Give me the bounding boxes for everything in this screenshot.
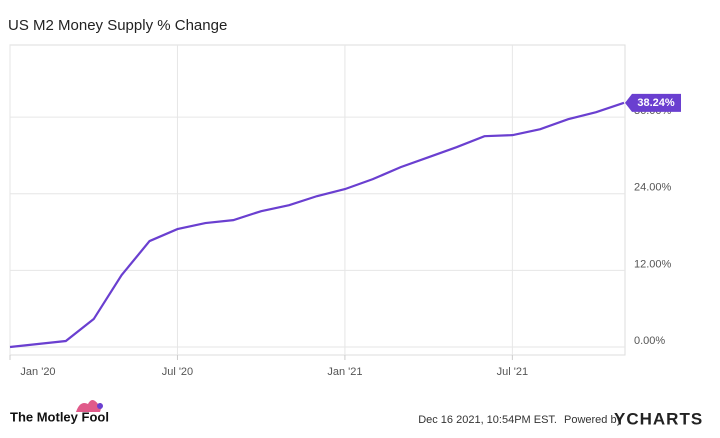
- x-tick-label: Jul '21: [497, 366, 528, 378]
- x-tick-label: Jan '20: [20, 366, 55, 378]
- jester-icon: [76, 400, 103, 412]
- plot-frame: [9, 44, 626, 356]
- provider: YCHARTS: [614, 409, 703, 428]
- line: [9, 101, 625, 349]
- brand: The Motley Fool: [10, 409, 109, 424]
- footer: The Motley Fool Dec 16 2021, 10:54PM EST…: [10, 400, 703, 428]
- value-label: 38.24%: [637, 97, 675, 109]
- y-tick-label: 0.00%: [634, 335, 665, 347]
- timestamp: Dec 16 2021, 10:54PM EST.: [418, 414, 557, 426]
- x-tick-label: Jul '20: [162, 366, 193, 378]
- y-tick-label: 24.00%: [634, 182, 672, 194]
- powered-by: Powered by: [564, 414, 623, 426]
- x-tick-label: Jan '21: [327, 366, 362, 378]
- chart-title: US M2 Money Supply % Change: [8, 17, 227, 34]
- y-tick-label: 12.00%: [634, 258, 672, 270]
- value-badge: [625, 93, 681, 112]
